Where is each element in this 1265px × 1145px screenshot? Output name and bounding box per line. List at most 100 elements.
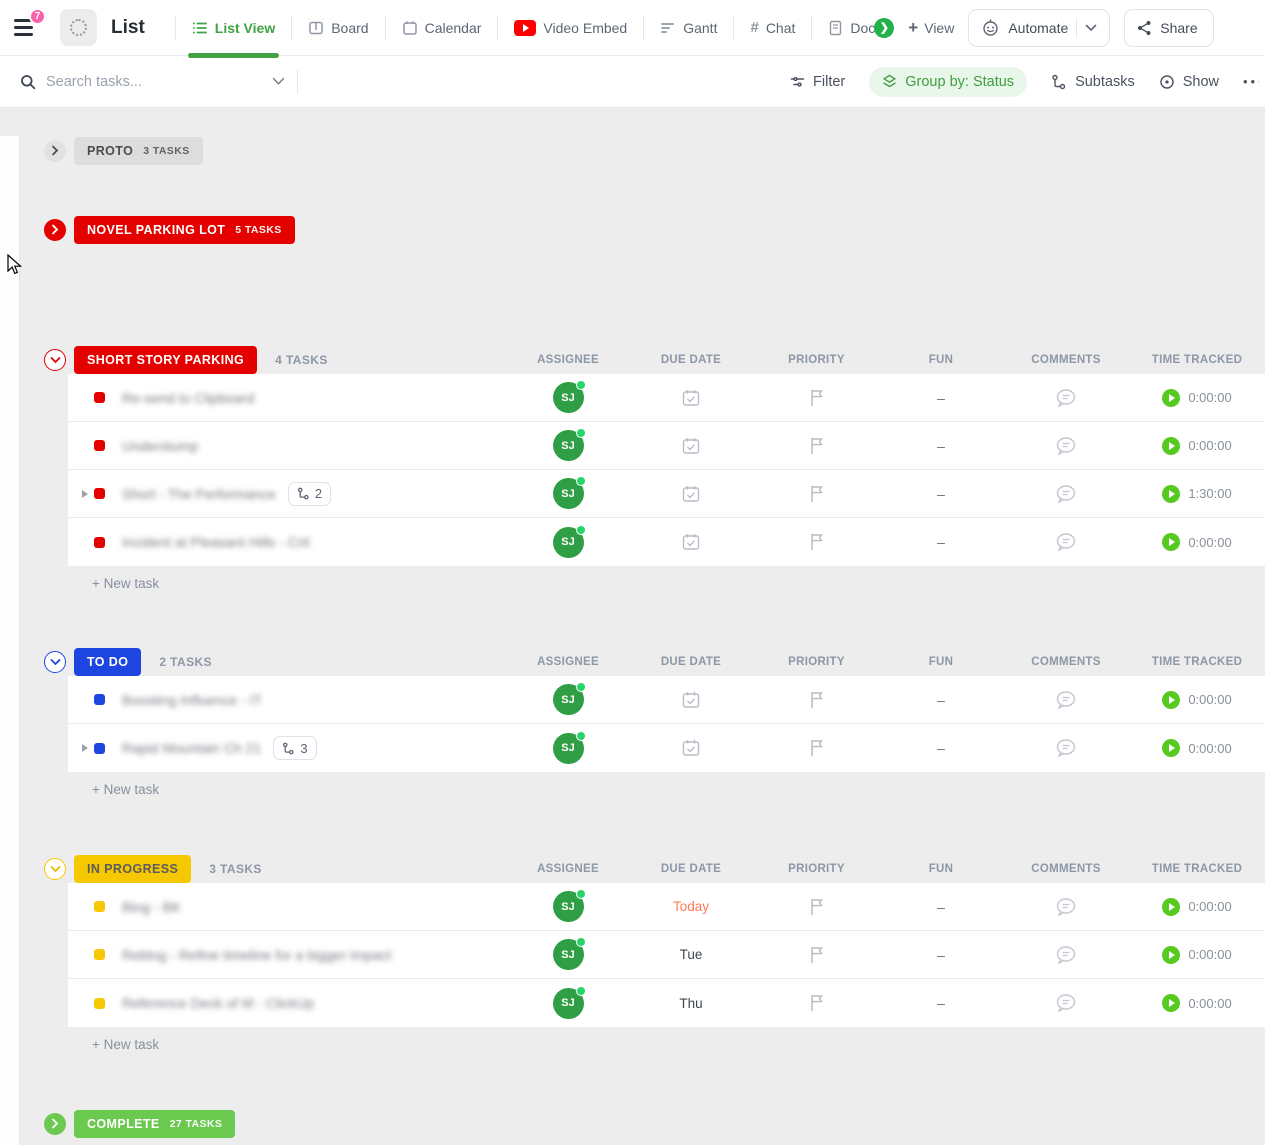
due-date-value[interactable]: Thu xyxy=(679,995,703,1011)
comments-icon[interactable] xyxy=(1054,992,1078,1014)
task-name[interactable]: Rapid Mountain Ch 21 xyxy=(122,740,262,756)
avatar[interactable]: SJ xyxy=(552,682,586,715)
fun-empty-value[interactable]: – xyxy=(937,437,945,454)
play-timer-icon[interactable] xyxy=(1162,897,1181,916)
column-header-comments[interactable]: COMMENTS xyxy=(1031,862,1101,875)
column-header-due-date[interactable]: DUE DATE xyxy=(660,353,722,366)
list-avatar-loading[interactable] xyxy=(60,9,97,46)
task-row[interactable]: Boosting Influence - IT SJ – 0:00:00 xyxy=(68,676,1265,724)
avatar[interactable]: SJ xyxy=(552,428,586,461)
subtasks-button[interactable]: Subtasks xyxy=(1051,74,1135,90)
status-square-icon[interactable] xyxy=(94,536,105,548)
search-input[interactable] xyxy=(46,73,262,90)
hamburger-menu-icon[interactable]: 7 xyxy=(14,7,46,39)
avatar[interactable]: SJ xyxy=(552,730,586,764)
play-timer-icon[interactable] xyxy=(1162,533,1181,551)
play-timer-icon[interactable] xyxy=(1162,945,1181,964)
priority-flag-icon[interactable] xyxy=(808,388,826,408)
show-button[interactable]: Show xyxy=(1159,74,1219,90)
play-timer-icon[interactable] xyxy=(1162,690,1181,709)
status-square-icon[interactable] xyxy=(94,392,105,403)
tab-chat[interactable]: # Chat xyxy=(746,0,799,56)
priority-flag-icon[interactable] xyxy=(808,945,826,965)
status-square-icon[interactable] xyxy=(94,488,105,499)
task-name[interactable]: Blog - BK xyxy=(122,898,182,915)
status-square-icon[interactable] xyxy=(94,694,105,705)
due-date-calendar-icon[interactable] xyxy=(680,483,702,505)
status-pill-complete[interactable]: COMPLETE 27 TASKS xyxy=(74,1109,236,1138)
expand-group-icon[interactable] xyxy=(44,139,66,162)
expand-group-icon[interactable] xyxy=(44,1112,66,1135)
collapse-group-icon[interactable] xyxy=(44,348,66,371)
expand-subtasks-icon[interactable] xyxy=(77,744,92,752)
column-header-priority[interactable]: PRIORITY xyxy=(788,655,845,668)
expand-group-icon[interactable] xyxy=(44,218,66,241)
fun-empty-value[interactable]: – xyxy=(937,898,945,915)
tab-video-embed[interactable]: Video Embed xyxy=(510,0,631,56)
add-view-button[interactable]: + View xyxy=(908,18,954,38)
task-name[interactable]: Re-send to Clipboard xyxy=(122,389,255,406)
comments-icon[interactable] xyxy=(1054,531,1078,553)
notification-badge[interactable]: 7 xyxy=(29,7,46,25)
status-pill-to-do[interactable]: TO DO xyxy=(74,647,142,676)
column-header-fun[interactable]: FUN xyxy=(928,655,954,668)
task-row[interactable]: Short - The Performance 2 SJ – 1:30:00 xyxy=(68,470,1265,518)
column-header-time-tracked[interactable]: TIME TRACKED xyxy=(1151,862,1243,875)
tab-calendar[interactable]: Calendar xyxy=(398,0,486,56)
play-timer-icon[interactable] xyxy=(1162,484,1181,503)
column-header-priority[interactable]: PRIORITY xyxy=(788,353,845,366)
expand-subtasks-icon[interactable] xyxy=(77,489,92,498)
new-task-button[interactable]: + New task xyxy=(92,1036,160,1052)
column-header-priority[interactable]: PRIORITY xyxy=(788,862,845,875)
avatar[interactable]: SJ xyxy=(552,476,586,509)
fun-empty-value[interactable]: – xyxy=(937,740,945,756)
column-header-assignee[interactable]: ASSIGNEE xyxy=(537,353,599,366)
group-by-button[interactable]: Group by: Status xyxy=(869,66,1028,97)
play-timer-icon[interactable] xyxy=(1162,436,1181,455)
comments-icon[interactable] xyxy=(1054,483,1078,505)
task-row[interactable]: Blog - BK SJ Today – 0:00:00 xyxy=(68,883,1265,931)
column-header-comments[interactable]: COMMENTS xyxy=(1031,655,1101,668)
priority-flag-icon[interactable] xyxy=(808,897,826,917)
tab-board[interactable]: Board xyxy=(304,0,372,56)
task-row[interactable]: Reblog - Refine timeline for a bigger im… xyxy=(68,931,1265,979)
priority-flag-icon[interactable] xyxy=(808,738,826,758)
play-timer-icon[interactable] xyxy=(1162,739,1181,757)
task-name[interactable]: Reference Deck of M - ClickUp xyxy=(122,995,315,1011)
collapse-group-icon[interactable] xyxy=(44,650,66,673)
column-header-time-tracked[interactable]: TIME TRACKED xyxy=(1151,655,1243,668)
chevron-down-icon[interactable] xyxy=(1085,24,1097,32)
fun-empty-value[interactable]: – xyxy=(937,534,945,550)
avatar[interactable]: SJ xyxy=(552,937,586,970)
status-square-icon[interactable] xyxy=(94,742,105,754)
comments-icon[interactable] xyxy=(1054,896,1078,918)
comments-icon[interactable] xyxy=(1054,689,1078,711)
task-row[interactable]: Understump SJ – 0:00:00 xyxy=(68,422,1265,470)
status-square-icon[interactable] xyxy=(94,949,105,960)
play-timer-icon[interactable] xyxy=(1162,994,1181,1012)
task-row[interactable]: Incident at Pleasant Hills - Crit SJ – 0… xyxy=(68,518,1265,566)
priority-flag-icon[interactable] xyxy=(808,484,826,504)
status-pill-short-story-parking[interactable]: SHORT STORY PARKING xyxy=(74,345,258,374)
column-header-due-date[interactable]: DUE DATE xyxy=(660,655,722,668)
column-header-due-date[interactable]: DUE DATE xyxy=(660,862,722,875)
due-date-calendar-icon[interactable] xyxy=(680,689,702,711)
filter-button[interactable]: Filter xyxy=(790,74,845,90)
tab-doc[interactable]: Doc ❯ xyxy=(824,0,898,56)
fun-empty-value[interactable]: – xyxy=(937,485,945,502)
task-name[interactable]: Reblog - Refine timeline for a bigger im… xyxy=(122,946,392,963)
status-pill-novel-parking-lot[interactable]: NOVEL PARKING LOT 5 TASKS xyxy=(74,215,295,244)
due-date-value[interactable]: Today xyxy=(672,899,710,914)
task-row[interactable]: Rapid Mountain Ch 21 3 SJ – 0:00:00 xyxy=(68,724,1265,772)
new-task-button[interactable]: + New task xyxy=(92,781,160,797)
tab-list-view[interactable]: List View xyxy=(187,0,280,58)
task-name[interactable]: Incident at Pleasant Hills - Crit xyxy=(122,534,310,550)
status-square-icon[interactable] xyxy=(94,901,105,912)
task-name[interactable]: Short - The Performance xyxy=(122,485,276,502)
column-header-assignee[interactable]: ASSIGNEE xyxy=(537,655,599,668)
fun-empty-value[interactable]: – xyxy=(937,389,945,406)
due-date-value[interactable]: Tue xyxy=(679,947,703,962)
status-square-icon[interactable] xyxy=(94,997,105,1009)
play-timer-icon[interactable] xyxy=(1162,388,1181,407)
column-header-fun[interactable]: FUN xyxy=(928,862,954,875)
